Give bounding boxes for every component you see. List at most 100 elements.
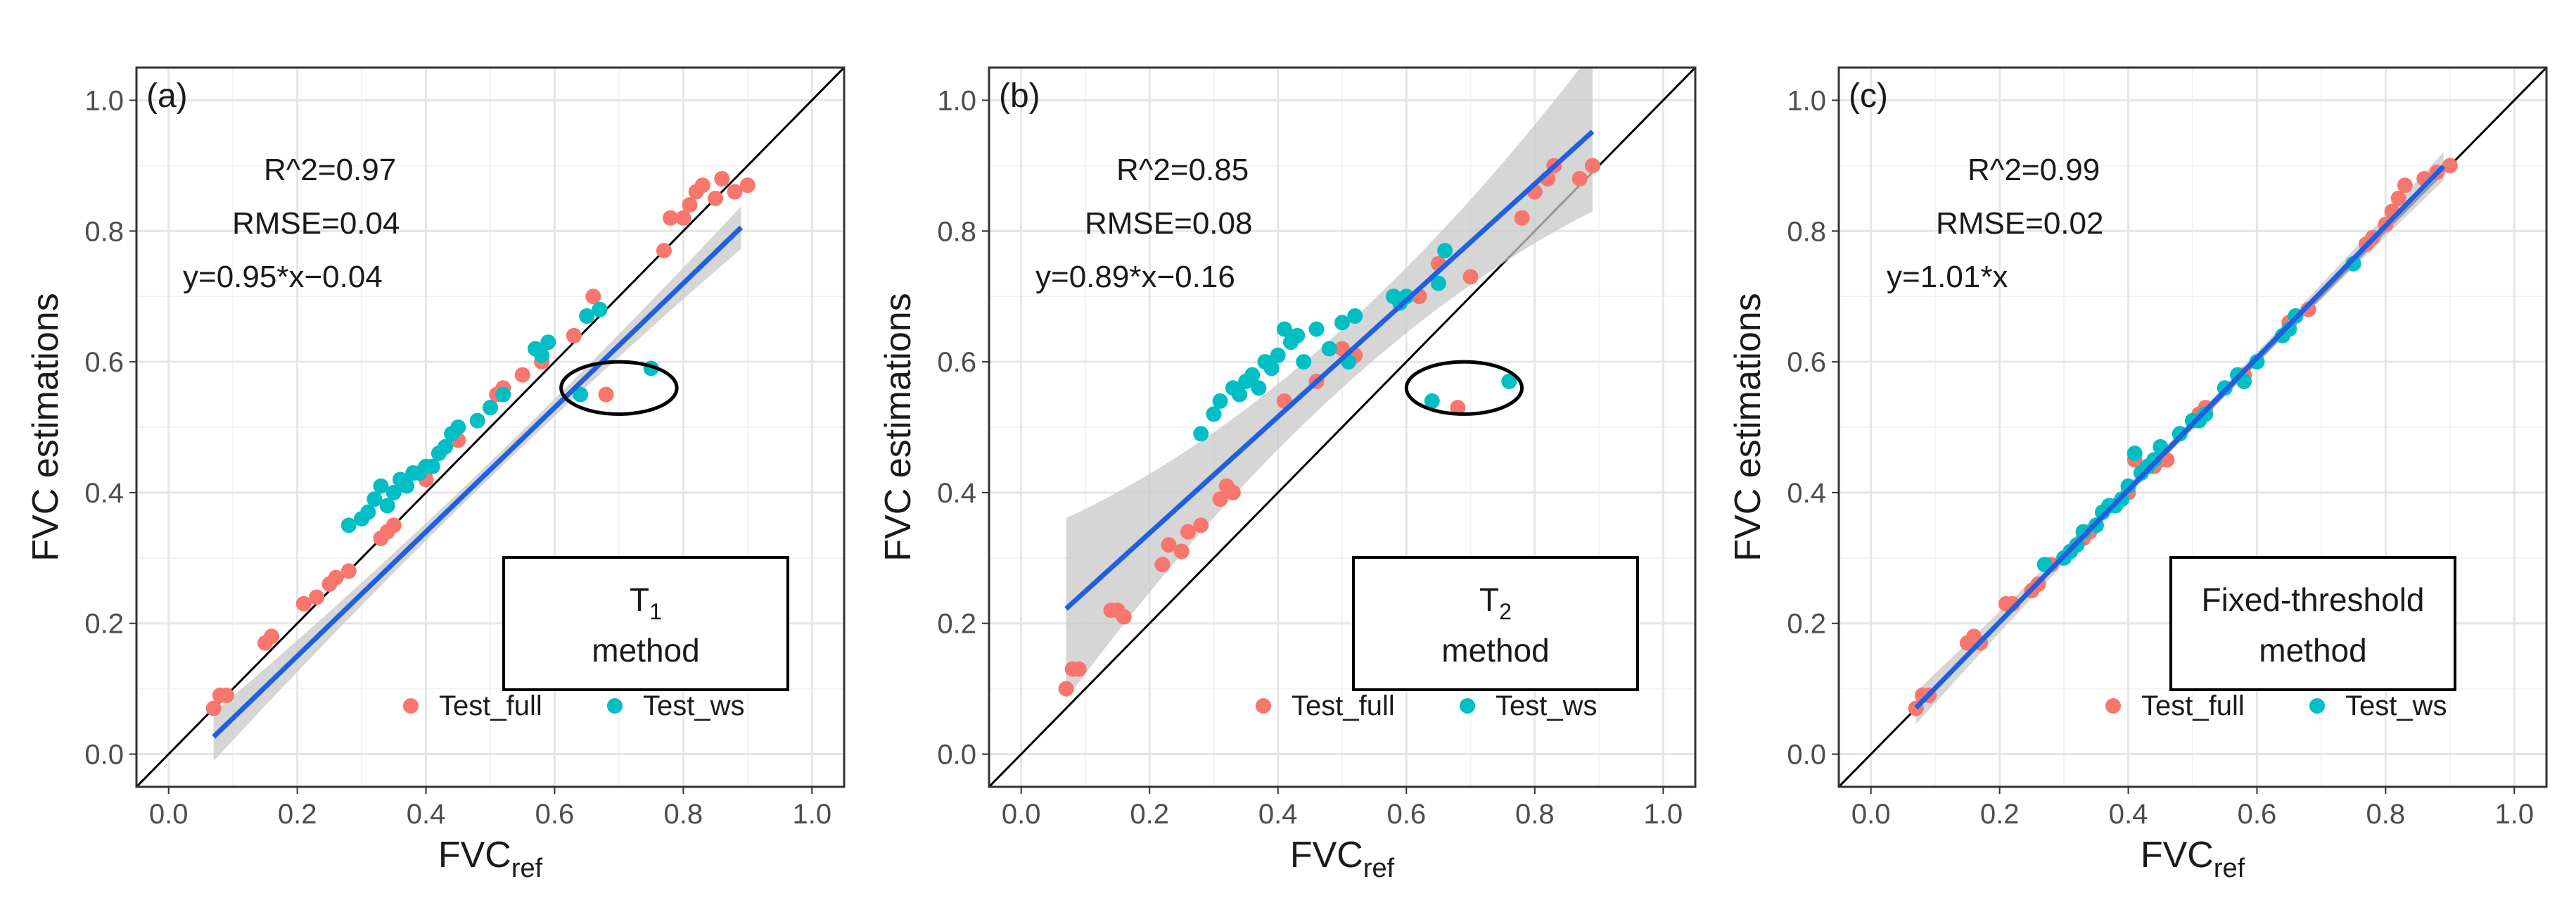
point-test-ws (540, 334, 556, 350)
point-test-full (694, 177, 710, 194)
x-axis-title: FVCref (438, 835, 543, 883)
stat-line-2: RMSE=0.02 (1936, 206, 2103, 241)
point-test-ws (1437, 243, 1453, 259)
point-test-full (1116, 609, 1132, 625)
x-tick-label: 0.2 (278, 799, 317, 830)
point-test-ws (1212, 393, 1228, 409)
y-tick-label: 1.0 (1787, 85, 1826, 116)
point-test-full (1180, 524, 1196, 540)
x-axis-title: FVCref (1290, 835, 1395, 883)
point-test-full (295, 595, 312, 612)
point-test-ws (1276, 321, 1292, 337)
panel-border (1837, 66, 2548, 788)
point-test-ws (2146, 452, 2162, 468)
point-test-full (1071, 661, 1087, 677)
method-label-line2: method (2259, 632, 2366, 669)
y-axis-title: FVC estimations (25, 293, 66, 561)
point-test-ws (1430, 275, 1446, 291)
point-test-full (656, 243, 672, 259)
point-test-ws (469, 412, 485, 429)
panel-tag: (b) (999, 77, 1040, 115)
point-test-ws (360, 504, 376, 520)
point-test-ws (1270, 347, 1286, 363)
x-tick-label: 1.0 (2494, 799, 2534, 830)
legend-label-test-ws: Test_ws (1496, 690, 1598, 721)
point-test-ws (1308, 321, 1325, 337)
point-test-full (219, 687, 235, 703)
x-tick-label: 0.0 (1002, 799, 1041, 830)
legend-key-test-ws (2309, 698, 2325, 714)
x-axis-title-sub: ref (2214, 854, 2245, 883)
point-test-full (708, 190, 724, 206)
x-tick-label: 0.6 (2238, 799, 2277, 830)
legend-key-test-full (1256, 698, 1271, 714)
point-test-full (309, 589, 325, 605)
point-test-ws (424, 458, 440, 474)
point-test-ws (2120, 478, 2136, 494)
point-test-full (2397, 177, 2413, 194)
point-test-ws (1501, 373, 1517, 389)
point-test-ws (437, 438, 453, 455)
point-test-full (1450, 400, 1466, 416)
point-test-ws (2249, 354, 2265, 370)
legend-label-test-full: Test_full (439, 690, 542, 721)
point-test-full (675, 210, 691, 226)
point-test-ws (2281, 321, 2297, 337)
legend-key-test-ws (607, 698, 623, 714)
point-test-full (682, 197, 698, 213)
legend-label-test-full: Test_full (2141, 690, 2245, 721)
method-box (1352, 556, 1639, 691)
y-tick-label: 0.2 (84, 609, 124, 640)
legend-key-test-full (403, 698, 419, 714)
y-axis-title: FVC estimations (878, 293, 919, 561)
x-tick-label: 0.8 (1515, 799, 1555, 830)
point-test-full (1514, 210, 1530, 226)
x-tick-label: 0.4 (2109, 799, 2148, 830)
point-test-ws (1263, 360, 1280, 377)
stat-line-2: RMSE=0.08 (1085, 206, 1252, 241)
point-test-ws (1334, 315, 1350, 331)
point-test-ws (450, 419, 466, 435)
panel-tag: (a) (146, 77, 188, 115)
method-label-main: T (1479, 581, 1499, 618)
point-test-full (1193, 517, 1209, 533)
stat-line-1: R^2=0.85 (1116, 153, 1249, 187)
legend-label-test-ws: Test_ws (2345, 690, 2447, 721)
point-test-ws (1289, 327, 1306, 343)
method-label-sub: 1 (649, 599, 662, 624)
x-tick-label: 0.4 (1258, 799, 1298, 830)
plot-area (989, 68, 1695, 787)
point-test-full (205, 700, 222, 716)
point-test-ws (340, 517, 357, 533)
point-test-full (1462, 269, 1479, 285)
x-tick-label: 0.2 (1130, 799, 1169, 830)
point-test-ws (1193, 426, 1209, 442)
point-test-full (2442, 158, 2458, 174)
confidence-band (1066, 68, 1593, 700)
point-test-ws (1231, 386, 1247, 403)
method-label: T1 (630, 581, 662, 624)
method-label-line2: method (1441, 632, 1549, 669)
y-tick-label: 1.0 (937, 85, 976, 116)
y-tick-label: 0.0 (1787, 740, 1826, 771)
method-label-line2: method (592, 632, 699, 669)
point-test-full (328, 569, 344, 586)
point-test-full (1173, 543, 1190, 560)
y-tick-label: 0.6 (1787, 347, 1826, 378)
panel-a: 0.0 0.0 0.2 0.2 0.4 0.4 0.6 0.6 0.8 0.8 1.0 1.0 (a) R… (25, 66, 846, 883)
point-test-full (1225, 484, 1241, 500)
y-tick-label: 0.0 (84, 740, 124, 771)
point-test-full (663, 210, 679, 226)
x-tick-label: 0.8 (664, 799, 703, 830)
x-tick-label: 1.0 (1644, 799, 1683, 830)
panel-b: 0.0 0.0 0.2 0.2 0.4 0.4 0.6 0.6 0.8 0.8 1.0 1.0 (b) R… (878, 66, 1697, 883)
point-test-full (714, 170, 730, 187)
x-axis-title-sub: ref (511, 854, 543, 883)
method-label-main: T (630, 581, 649, 618)
point-test-ws (534, 347, 550, 363)
y-tick-label: 0.2 (937, 609, 976, 640)
point-test-ws (1424, 393, 1440, 409)
x-axis-title-main: FVC (2141, 835, 2214, 876)
method-label: Fixed-threshold (2201, 581, 2424, 618)
